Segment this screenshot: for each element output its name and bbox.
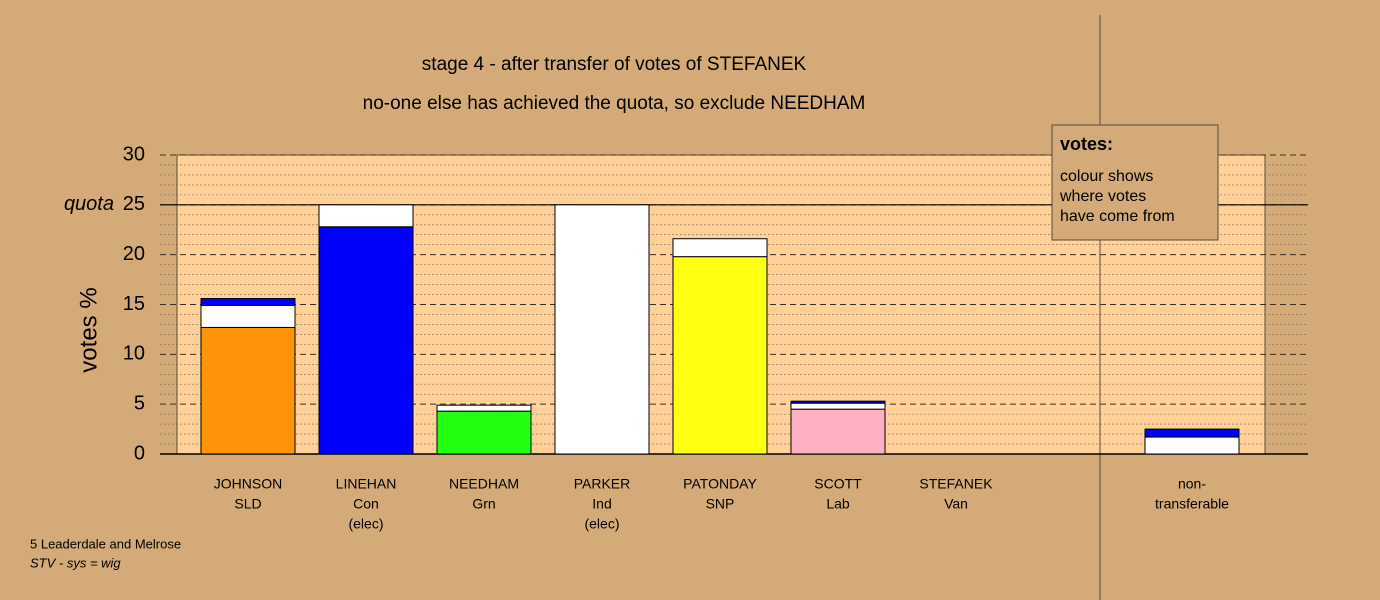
- x-tick-label: Lab: [826, 496, 850, 512]
- bar-segment: [200, 326, 296, 455]
- bar-segment: [318, 226, 414, 455]
- y-tick-label: 5: [134, 392, 145, 414]
- x-tick-label: STEFANEK: [919, 476, 993, 492]
- x-tick-label: Con: [353, 496, 379, 512]
- x-tick-label: SLD: [234, 496, 261, 512]
- bar-segment: [1144, 428, 1240, 438]
- x-tick-label: non-: [1178, 476, 1206, 492]
- y-tick-label: 15: [123, 293, 145, 315]
- bar-segment: [436, 410, 532, 455]
- x-tick-label: PARKER: [574, 476, 631, 492]
- bar-segment: [554, 204, 650, 455]
- bar-segment: [200, 304, 296, 328]
- y-tick-label: 0: [134, 442, 145, 464]
- chart-subtitle: no-one else has achieved the quota, so e…: [363, 93, 866, 114]
- legend-text: where votes: [1059, 188, 1146, 205]
- bar-segment: [672, 256, 768, 455]
- y-tick-label: 10: [123, 343, 145, 365]
- y-tick-label: 20: [123, 243, 145, 265]
- footer: STV - sys = wig: [30, 555, 121, 570]
- x-tick-label: PATONDAY: [683, 476, 757, 492]
- x-tick-label: (elec): [348, 516, 383, 532]
- y-tick-label: 25: [123, 193, 145, 215]
- x-tick-label: SCOTT: [814, 476, 862, 492]
- bar-segment: [790, 400, 886, 404]
- x-tick-label: Grn: [472, 496, 495, 512]
- bars: [200, 204, 1240, 455]
- legend-text: have come from: [1060, 208, 1175, 225]
- bar-segment: [1144, 436, 1240, 455]
- x-tick-label: transferable: [1155, 496, 1229, 512]
- x-tick-label: Van: [944, 496, 968, 512]
- bar-segment: [436, 404, 532, 412]
- x-tick-label: LINEHAN: [336, 476, 397, 492]
- quota-label: quota: [64, 193, 114, 215]
- bar-segment: [200, 298, 296, 306]
- legend-text: colour shows: [1060, 168, 1153, 185]
- bar-segment: [318, 204, 414, 228]
- bar-segment: [790, 408, 886, 455]
- x-tick-label: (elec): [584, 516, 619, 532]
- y-tick-label: 30: [123, 143, 145, 165]
- legend-title: votes:: [1060, 134, 1113, 154]
- x-tick-label: JOHNSON: [214, 476, 282, 492]
- bar-segment: [790, 402, 886, 410]
- legend-box: [1051, 124, 1219, 241]
- x-tick-label: Ind: [592, 496, 611, 512]
- bar-segment: [672, 238, 768, 258]
- x-tick-label: SNP: [706, 496, 735, 512]
- y-axis-label: votes %: [75, 287, 102, 372]
- x-tick-label: NEEDHAM: [449, 476, 519, 492]
- footer: 5 Leaderdale and Melrose: [30, 536, 181, 551]
- chart-title: stage 4 - after transfer of votes of STE…: [422, 54, 807, 75]
